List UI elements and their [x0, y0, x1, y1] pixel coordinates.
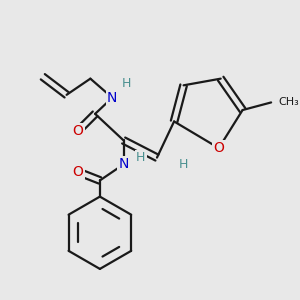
Text: O: O — [213, 141, 224, 155]
Text: H: H — [179, 158, 188, 171]
Text: O: O — [73, 165, 83, 179]
Text: H: H — [122, 77, 131, 90]
Text: CH₃: CH₃ — [279, 98, 299, 107]
Text: H: H — [136, 151, 146, 164]
Text: N: N — [107, 91, 117, 105]
Text: O: O — [73, 124, 83, 138]
Text: N: N — [118, 157, 129, 171]
